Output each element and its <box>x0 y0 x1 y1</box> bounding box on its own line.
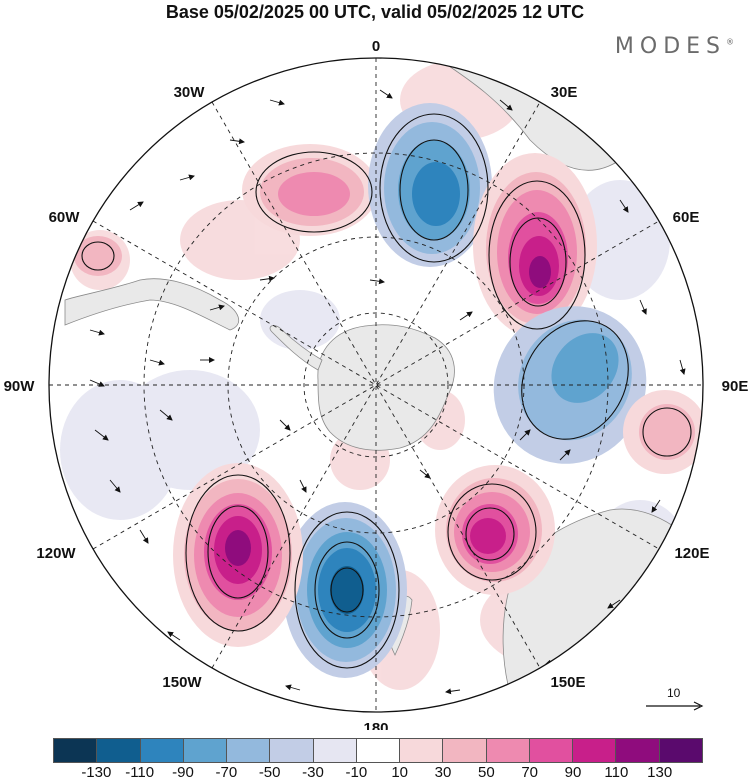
colorbar-tick-label: 90 <box>564 764 582 781</box>
colorbar <box>53 738 703 763</box>
lon-label-120w: 120W <box>36 545 76 562</box>
reference-vector: 10 <box>640 686 710 716</box>
graticule <box>49 58 703 712</box>
lon-label-90w: 90W <box>4 378 36 395</box>
streamlines <box>81 113 692 669</box>
colorbar-swatch <box>400 739 444 762</box>
colorbar-tick-label: 130 <box>647 764 673 781</box>
lon-label-30w: 30W <box>174 84 206 101</box>
lon-label-180: 180 <box>363 720 388 730</box>
colorbar-tick-label: -130 <box>81 764 112 781</box>
modes-logo: MODES® <box>615 34 734 59</box>
lon-label-120e: 120E <box>674 545 709 562</box>
colorbar-swatch <box>486 739 530 762</box>
polar-map: 0 30E 60E 90E 120E 150E 180 150W 120W 90… <box>4 38 749 730</box>
colorbar-swatch <box>227 739 271 762</box>
reference-vector-label: 10 <box>667 686 681 700</box>
longitude-labels: 0 30E 60E 90E 120E 150E 180 150W 120W 90… <box>4 38 749 730</box>
colorbar-swatch <box>313 739 357 762</box>
colorbar-swatch <box>140 739 184 762</box>
map-title: Base 05/02/2025 00 UTC, valid 05/02/2025… <box>165 2 585 22</box>
lon-label-150w: 150W <box>162 674 202 691</box>
lon-label-150e: 150E <box>550 674 585 691</box>
map-disk <box>49 58 703 712</box>
reference-arrow-icon <box>646 701 704 711</box>
colorbar-tick-label: -30 <box>302 764 324 781</box>
colorbar-tick-label: -70 <box>215 764 238 781</box>
lon-label-90e: 90E <box>722 378 749 395</box>
colorbar-swatch <box>270 739 314 762</box>
colorbar-swatch <box>573 739 617 762</box>
brand-name: MODES <box>614 34 726 59</box>
colorbar-tick-label: -90 <box>172 764 194 781</box>
colorbar-ticks: -130 -110 -90 -70 -50 -30 -10 10 30 50 70 90 110 130 <box>0 764 750 782</box>
colorbar-tick-label: 110 <box>604 764 629 781</box>
colorbar-tick-label: 10 <box>391 764 408 781</box>
registered-mark: ® <box>726 37 734 47</box>
colorbar-swatch <box>616 739 660 762</box>
colorbar-tick-label: 70 <box>521 764 538 781</box>
colorbar-swatch <box>54 739 98 762</box>
colorbar-swatch <box>659 739 702 762</box>
lon-label-0: 0 <box>372 38 380 55</box>
colorbar-swatch <box>356 739 401 762</box>
lon-label-30e: 30E <box>551 84 578 101</box>
lon-label-60w: 60W <box>49 209 81 226</box>
colorbar-tick-label: -50 <box>258 764 281 781</box>
colorbar-swatch <box>183 739 228 762</box>
map-boundary <box>48 57 704 713</box>
south-america <box>64 278 240 331</box>
colorbar-tick-label: -110 <box>125 764 155 781</box>
colorbar-tick-label: 50 <box>477 764 495 781</box>
antarctica <box>317 324 455 451</box>
anomaly-centers <box>74 103 703 678</box>
lon-label-60e: 60E <box>673 209 700 226</box>
colorbar-tick-label: 30 <box>434 764 452 781</box>
colorbar-tick-label: -10 <box>345 764 368 781</box>
colorbar-swatch <box>443 739 487 762</box>
colorbar-swatch <box>97 739 141 762</box>
colorbar-swatch <box>529 739 574 762</box>
